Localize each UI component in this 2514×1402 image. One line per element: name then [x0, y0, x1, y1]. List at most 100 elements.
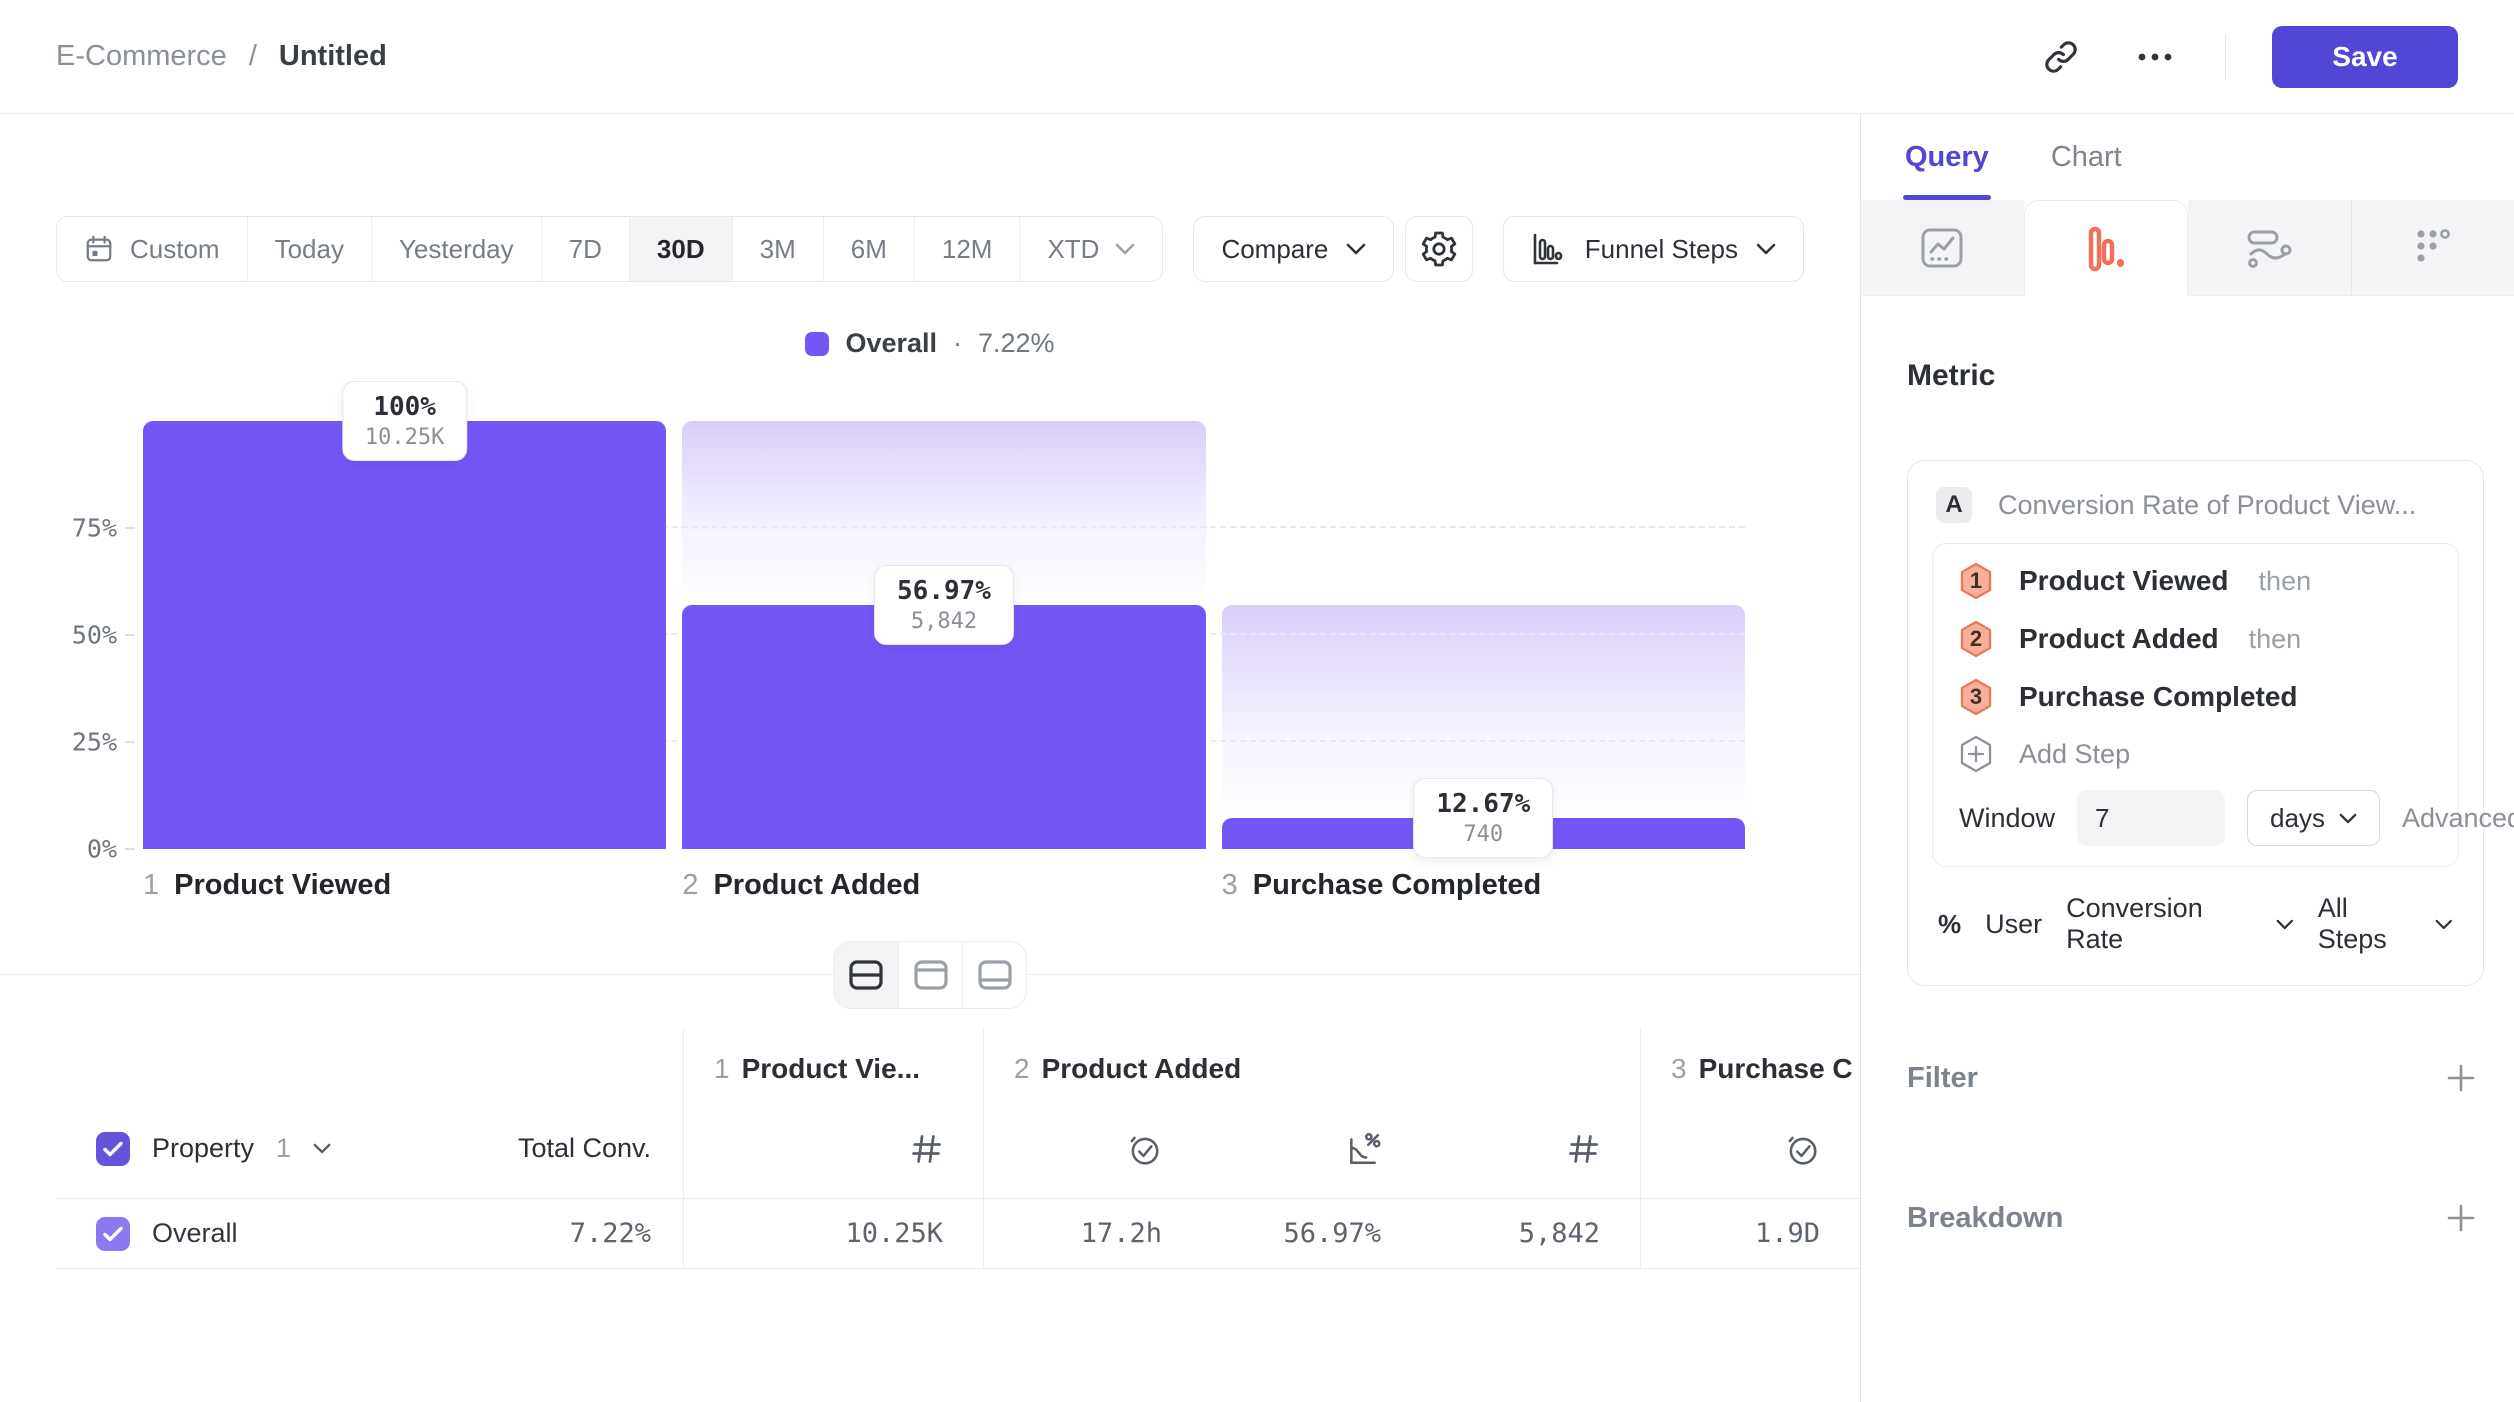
gear-icon — [1421, 231, 1457, 267]
results-table: 1 Product Vie... 2 Product Added 3 Purchase… — [56, 1029, 1860, 1269]
bar-value-label: 100% 10.25K — [341, 381, 468, 461]
row-checkbox[interactable] — [96, 1216, 130, 1251]
date-range-6m[interactable]: 6M — [824, 217, 915, 281]
funnel-bar-step-2[interactable]: 56.97% 5,842 — [682, 421, 1206, 849]
hexagon-plus-icon — [1959, 735, 1993, 773]
tab-query[interactable]: Query — [1903, 114, 1991, 200]
breadcrumb-separator: / — [248, 40, 257, 72]
step-2-event[interactable]: Product Added — [2019, 623, 2219, 654]
chevron-down-icon — [1756, 243, 1776, 255]
chevron-down-icon — [1116, 243, 1135, 255]
step-row-1[interactable]: 1 Product Viewed then — [1959, 552, 2432, 610]
measure-entity[interactable]: User — [1985, 908, 2043, 939]
chart-percent-icon — [1350, 1132, 1381, 1164]
step-row-3[interactable]: 3 Purchase Completed — [1959, 668, 2432, 726]
funnel-bar-step-1[interactable]: 100% 10.25K — [143, 381, 667, 849]
scatter-dots-icon — [2417, 228, 2450, 262]
metric-badge: A — [1936, 487, 1972, 523]
step-1-event[interactable]: Product Viewed — [2019, 565, 2229, 596]
table-group-step3[interactable]: 3 Purchase C — [1640, 1029, 1860, 1099]
link-icon[interactable] — [2037, 33, 2085, 81]
date-range-3m[interactable]: 3M — [733, 217, 824, 281]
funnel-step-axis-label: 2 Product Added — [682, 869, 921, 901]
chevron-down-icon[interactable] — [313, 1143, 331, 1154]
date-range-7d[interactable]: 7D — [542, 217, 630, 281]
split-view-button[interactable] — [834, 942, 898, 1008]
table-view-button[interactable] — [962, 942, 1026, 1008]
cell-step2-count[interactable]: 5,842 — [1421, 1199, 1640, 1269]
date-range-segmented-control: Custom Today Yesterday 7D 30D 3M 6M 12M … — [56, 216, 1164, 282]
line-chart-icon — [1921, 228, 1963, 267]
col-header-avgtime-step2[interactable] — [983, 1099, 1202, 1199]
tab-chart[interactable]: Chart — [2050, 140, 2122, 173]
date-range-xtd[interactable]: XTD — [1020, 217, 1162, 281]
step-3-hexagon-badge: 3 — [1959, 678, 1993, 716]
add-step-button[interactable]: Add Step — [1959, 726, 2432, 782]
col-header-count-step1[interactable] — [683, 1099, 983, 1199]
date-range-30d[interactable]: 30D — [629, 217, 733, 281]
tab-flow[interactable] — [2188, 200, 2351, 296]
y-axis-tick-mark — [125, 527, 135, 529]
add-breakdown-plus-icon[interactable] — [2444, 1201, 2478, 1235]
chevron-down-icon — [2276, 919, 2294, 929]
filter-section: Filter — [1907, 1056, 2478, 1100]
select-all-checkbox[interactable] — [96, 1131, 130, 1166]
advanced-dropdown[interactable]: Advanced — [2401, 802, 2514, 833]
measured-as-row: % User Conversion Rate All Steps — [1908, 867, 2483, 985]
funnel-bar-fill — [682, 605, 1206, 849]
clock-check-icon — [1130, 1136, 1159, 1165]
property-number: 1 — [276, 1133, 292, 1163]
chevron-down-icon — [2339, 813, 2357, 823]
chart-type-tabs — [1861, 200, 2514, 296]
date-range-custom[interactable]: Custom — [57, 217, 248, 281]
date-range-12m[interactable]: 12M — [915, 217, 1021, 281]
row-name[interactable]: Overall — [152, 1218, 238, 1248]
step-1-hexagon-badge: 1 — [1959, 562, 1993, 600]
col-header-convrate-step2[interactable] — [1202, 1099, 1421, 1199]
window-label: Window — [1959, 802, 2056, 833]
col-header-avgtime-step3[interactable] — [1640, 1099, 1860, 1199]
cell-step1-count[interactable]: 10.25K — [683, 1199, 983, 1269]
measure-type-dropdown[interactable]: Conversion Rate — [2066, 893, 2294, 955]
col-header-count-step2[interactable] — [1421, 1099, 1640, 1199]
more-icon[interactable] — [2131, 33, 2179, 81]
table-row-overall: Overall 7.22% — [56, 1199, 683, 1269]
step-row-2[interactable]: 2 Product Added then — [1959, 610, 2432, 668]
cell-step2-avgtime[interactable]: 17.2h — [983, 1199, 1202, 1269]
property-label[interactable]: Property — [152, 1133, 255, 1163]
funnel-bar-step-3[interactable]: 12.67% 740 — [1221, 421, 1745, 859]
chart-legend[interactable]: Overall · 7.22% — [0, 328, 1860, 359]
add-filter-plus-icon[interactable] — [2444, 1061, 2478, 1095]
breadcrumb-parent[interactable]: E-Commerce — [56, 40, 227, 72]
topbar: E-Commerce / Untitled Save — [0, 0, 2514, 114]
row-total-conv: 7.22% — [569, 1218, 651, 1249]
tab-scatter-dots[interactable] — [2350, 200, 2514, 296]
tab-funnel-bars[interactable] — [2023, 200, 2188, 296]
chart-settings-button[interactable] — [1404, 216, 1473, 282]
date-range-today[interactable]: Today — [248, 217, 372, 281]
metric-header[interactable]: A Conversion Rate of Product View... — [1908, 461, 2483, 543]
breadcrumb-current[interactable]: Untitled — [278, 40, 387, 72]
flow-icon — [2247, 230, 2292, 268]
step-connector: then — [2258, 565, 2312, 596]
tab-line-chart[interactable] — [1861, 200, 2024, 296]
compare-button[interactable]: Compare — [1193, 216, 1395, 282]
funnel-bars-icon — [1533, 233, 1563, 265]
cell-step2-convrate[interactable]: 56.97% — [1202, 1199, 1421, 1269]
chart-view-button[interactable] — [898, 942, 962, 1008]
window-value-input[interactable] — [2077, 790, 2226, 846]
breakdown-section: Breakdown — [1907, 1196, 2478, 1240]
table-group-step1[interactable]: 1 Product Vie... — [683, 1029, 983, 1099]
funnel-bar-fill — [143, 421, 667, 849]
step-3-event[interactable]: Purchase Completed — [2019, 681, 2298, 712]
date-range-yesterday[interactable]: Yesterday — [372, 217, 542, 281]
measure-scope-dropdown[interactable]: All Steps — [2318, 893, 2453, 955]
table-group-step2[interactable]: 2 Product Added — [983, 1029, 1640, 1099]
chart-type-dropdown[interactable]: Funnel Steps — [1502, 216, 1804, 282]
cell-step3-avgtime[interactable]: 1.9D — [1640, 1199, 1860, 1269]
total-conv-header[interactable]: Total Conv. — [517, 1133, 651, 1163]
legend-series-name: Overall — [845, 328, 937, 358]
save-button[interactable]: Save — [2272, 25, 2458, 88]
window-unit-dropdown[interactable]: days — [2247, 790, 2380, 846]
funnel-steps-editor: 1 Product Viewed then 2 Product Added th… — [1932, 543, 2514, 867]
